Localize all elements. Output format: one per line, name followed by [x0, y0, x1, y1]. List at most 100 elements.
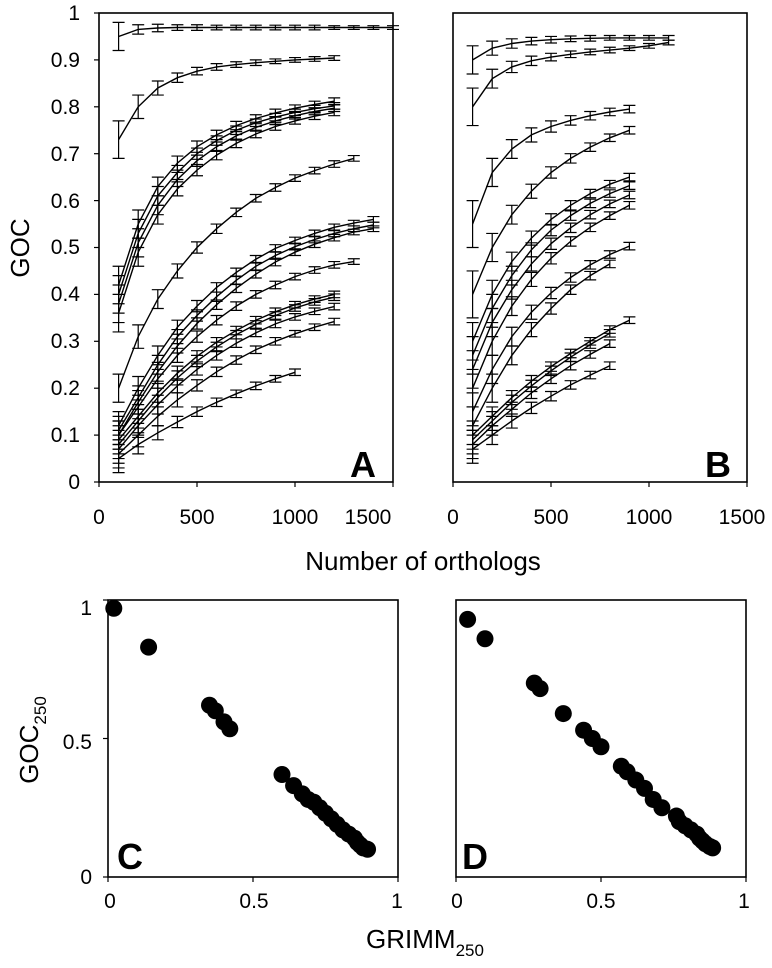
error-bar	[584, 48, 597, 56]
error-bar	[367, 225, 380, 233]
error-bar	[308, 298, 321, 306]
tick-label-b-x: 1500	[719, 506, 766, 529]
error-bar	[466, 45, 479, 75]
x-axis-title-main: GRIMM	[366, 924, 456, 954]
error-bar	[328, 25, 341, 31]
error-bar	[564, 153, 577, 164]
error-bar	[603, 250, 616, 259]
tick-label-a-y: 0.7	[51, 143, 80, 166]
error-bar	[564, 236, 577, 247]
error-bar	[230, 138, 243, 149]
error-bar	[623, 181, 636, 190]
error-bar	[191, 406, 203, 417]
error-bar	[289, 116, 301, 125]
error-bar	[466, 200, 479, 249]
error-bar	[289, 272, 301, 281]
error-bar	[584, 222, 597, 233]
error-bar	[525, 127, 538, 143]
data-point	[592, 738, 610, 756]
panel-label-b: B	[705, 444, 731, 485]
error-bar	[249, 269, 262, 279]
panel-b-frame	[452, 12, 748, 483]
error-bar	[603, 259, 616, 269]
error-bar	[191, 363, 203, 376]
error-bar	[584, 198, 597, 209]
tick-label-c-y: 0.5	[63, 731, 92, 754]
series-line-b-10	[471, 263, 611, 427]
tick-label-a-y: 0.8	[51, 96, 80, 119]
error-bar	[564, 35, 577, 43]
series-line-a-13	[118, 296, 335, 445]
error-bar	[269, 311, 282, 320]
error-bar	[171, 347, 184, 364]
series-line-b-9	[471, 245, 630, 412]
error-bar	[269, 24, 282, 31]
error-bar	[328, 233, 341, 242]
series-line-a-16	[118, 371, 296, 460]
tick-label-a-y: 0.9	[51, 49, 80, 72]
x-axis-title-subscript: 250	[456, 941, 484, 960]
series-line-a-5	[117, 107, 335, 305]
error-bar	[564, 380, 577, 390]
tick-label-a-x: 500	[179, 506, 214, 529]
tick-label-a-y: 0.3	[51, 330, 80, 353]
error-bar	[151, 204, 164, 225]
error-bar	[191, 241, 203, 254]
y-axis-title-subscript: 250	[31, 696, 50, 724]
error-bar	[151, 23, 164, 33]
error-bar	[249, 129, 262, 139]
error-bar	[486, 40, 499, 56]
error-bar	[662, 39, 675, 46]
series-line-b-14	[472, 365, 611, 450]
error-bar	[112, 443, 125, 474]
panel-c-plot	[103, 599, 399, 882]
error-bar	[584, 110, 597, 121]
error-bar	[230, 338, 243, 348]
error-bar	[525, 183, 538, 199]
error-bar	[269, 257, 282, 267]
error-bar	[230, 283, 243, 294]
tick-label-a-y: 0.5	[51, 236, 80, 259]
y-axis-title-main: GOC	[14, 725, 44, 784]
error-bar	[289, 174, 301, 182]
error-bar	[210, 149, 223, 161]
error-bar	[132, 94, 145, 120]
error-bar	[230, 355, 243, 365]
error-bar	[623, 190, 636, 200]
error-bar	[623, 34, 636, 41]
x-axis-title-orthologs: Number of orthologs	[305, 546, 541, 576]
error-bar	[308, 240, 321, 249]
error-bar	[328, 260, 341, 269]
series-line-b-13	[472, 342, 611, 446]
error-bar	[289, 313, 301, 321]
panel-d-plot	[455, 610, 747, 882]
error-bar	[584, 209, 597, 220]
error-bar	[289, 329, 301, 338]
series-line-a-2	[117, 57, 335, 140]
error-bar	[249, 320, 262, 329]
error-bar	[132, 434, 145, 455]
error-bar	[623, 316, 636, 325]
data-point	[704, 839, 722, 857]
error-bar	[328, 293, 341, 302]
error-bar	[191, 66, 203, 76]
error-bar	[112, 120, 125, 159]
error-bar	[525, 386, 538, 400]
error-bar	[171, 263, 184, 279]
error-bar	[210, 223, 223, 235]
panel-label-d: D	[462, 836, 488, 877]
error-bar	[269, 319, 282, 329]
error-bar	[367, 215, 380, 223]
tick-label-d-x: 1	[738, 890, 750, 913]
tick-label-a-y: 0.4	[51, 283, 81, 306]
data-point	[221, 720, 239, 738]
error-bar	[603, 199, 616, 209]
error-bar	[525, 271, 538, 288]
panel-label-a: A	[350, 444, 376, 485]
error-bar	[289, 248, 301, 257]
error-bar	[210, 314, 223, 326]
error-bar	[171, 392, 184, 408]
error-bar	[210, 366, 223, 378]
error-bar	[505, 296, 518, 317]
tick-label-c-x: 0.5	[239, 890, 268, 913]
